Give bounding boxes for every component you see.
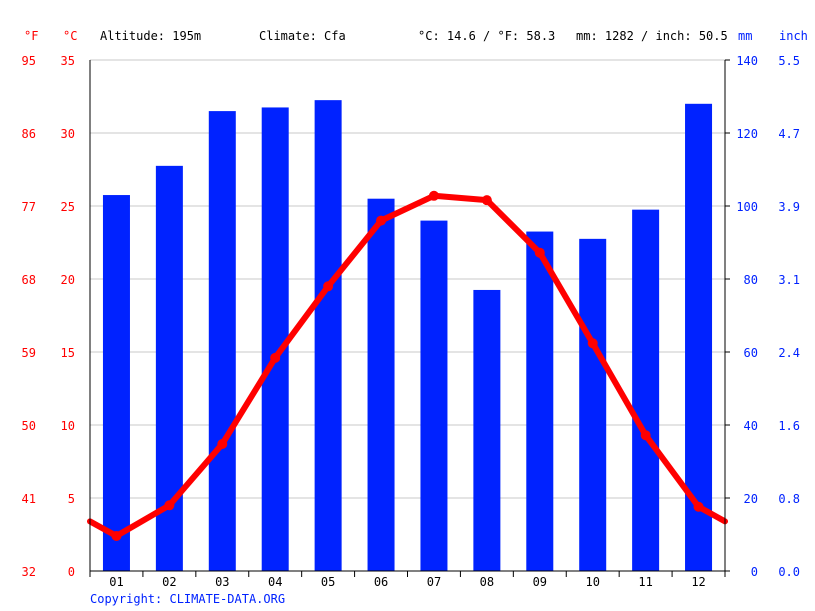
- month-tick-label: 04: [268, 575, 282, 589]
- month-tick-label: 05: [321, 575, 335, 589]
- grid-lines: [90, 59, 725, 499]
- average-temperature-label: °C: 14.6 / °F: 58.3: [418, 29, 555, 43]
- temperature-point: [323, 281, 334, 292]
- millimeter-tick-label: 140: [736, 54, 758, 68]
- precipitation-bar: [102, 195, 130, 572]
- precipitation-bar: [208, 111, 236, 571]
- millimeter-tick-label: 40: [744, 419, 758, 433]
- inch-tick-label: 5.5: [778, 54, 800, 68]
- celsius-tick-label: 35: [61, 54, 75, 68]
- inch-tick-label: 3.9: [778, 200, 800, 214]
- month-tick-label: 02: [162, 575, 176, 589]
- celsius-tick-label: 30: [61, 127, 75, 141]
- precipitation-bar: [632, 209, 660, 571]
- millimeter-tick-label: 0: [751, 565, 758, 579]
- millimeter-unit-label: mm: [738, 29, 752, 43]
- celsius-tick-label: 10: [61, 419, 75, 433]
- temperature-point: [270, 352, 281, 363]
- millimeter-tick-label: 120: [736, 127, 758, 141]
- inch-tick-label: 0.8: [778, 492, 800, 506]
- month-tick-label: 06: [374, 575, 388, 589]
- axis-tick-labels: 32 0 41 5 50 10 59 15 68 20 77 25 86 30 95 35 0 0.0 20 0.8 4…: [22, 54, 800, 589]
- inch-tick-label: 4.7: [778, 127, 800, 141]
- celsius-tick-label: 5: [68, 492, 75, 506]
- precipitation-bar: [473, 289, 501, 571]
- celsius-tick-label: 20: [61, 273, 75, 287]
- temperature-point: [111, 530, 122, 541]
- fahrenheit-tick-label: 41: [22, 492, 36, 506]
- copyright-link[interactable]: Copyright: CLIMATE-DATA.ORG: [90, 592, 285, 606]
- fahrenheit-tick-label: 77: [22, 200, 36, 214]
- millimeter-tick-label: 60: [744, 346, 758, 360]
- precipitation-bar: [314, 100, 342, 572]
- fahrenheit-tick-label: 95: [22, 54, 36, 68]
- millimeter-tick-label: 80: [744, 273, 758, 287]
- temperature-point: [640, 430, 651, 441]
- celsius-tick-label: 25: [61, 200, 75, 214]
- temperature-point: [534, 247, 545, 258]
- month-tick-label: 12: [691, 575, 705, 589]
- inch-tick-label: 2.4: [778, 346, 800, 360]
- temperature-point: [428, 190, 439, 201]
- celsius-unit-label: °C: [63, 29, 77, 43]
- celsius-tick-label: 0: [68, 565, 75, 579]
- temperature-line: [87, 190, 728, 541]
- fahrenheit-unit-label: °F: [24, 29, 38, 43]
- temperature-line-path: [87, 192, 728, 539]
- month-tick-label: 03: [215, 575, 229, 589]
- month-tick-label: 08: [480, 575, 494, 589]
- fahrenheit-tick-label: 68: [22, 273, 36, 287]
- precipitation-bar: [685, 103, 713, 572]
- temperature-point: [376, 215, 387, 226]
- precipitation-bar: [261, 107, 289, 571]
- precipitation-bars: [102, 100, 713, 572]
- millimeter-tick-label: 20: [744, 492, 758, 506]
- altitude-label: Altitude: 195m: [100, 29, 201, 43]
- fahrenheit-tick-label: 59: [22, 346, 36, 360]
- precipitation-bar: [579, 238, 607, 571]
- precipitation-bar: [367, 198, 395, 571]
- inch-tick-label: 3.1: [778, 273, 800, 287]
- precipitation-bar: [420, 220, 448, 571]
- climate-label: Climate: Cfa: [259, 29, 346, 43]
- precipitation-bar: [526, 231, 554, 572]
- millimeter-tick-label: 100: [736, 200, 758, 214]
- celsius-tick-label: 15: [61, 346, 75, 360]
- month-tick-label: 09: [533, 575, 547, 589]
- temperature-point: [693, 501, 704, 512]
- fahrenheit-tick-label: 32: [22, 565, 36, 579]
- temperature-point: [164, 500, 175, 511]
- fahrenheit-tick-label: 50: [22, 419, 36, 433]
- month-tick-label: 11: [638, 575, 652, 589]
- temperature-point: [587, 338, 598, 349]
- inch-unit-label: inch: [779, 29, 808, 43]
- fahrenheit-tick-label: 86: [22, 127, 36, 141]
- inch-tick-label: 0.0: [778, 565, 800, 579]
- axes: [89, 59, 730, 577]
- month-tick-label: 10: [585, 575, 599, 589]
- inch-tick-label: 1.6: [778, 419, 800, 433]
- temperature-point: [481, 195, 492, 206]
- precipitation-total-label: mm: 1282 / inch: 50.5: [576, 29, 728, 43]
- month-tick-label: 01: [109, 575, 123, 589]
- temperature-point: [217, 438, 228, 449]
- month-tick-label: 07: [427, 575, 441, 589]
